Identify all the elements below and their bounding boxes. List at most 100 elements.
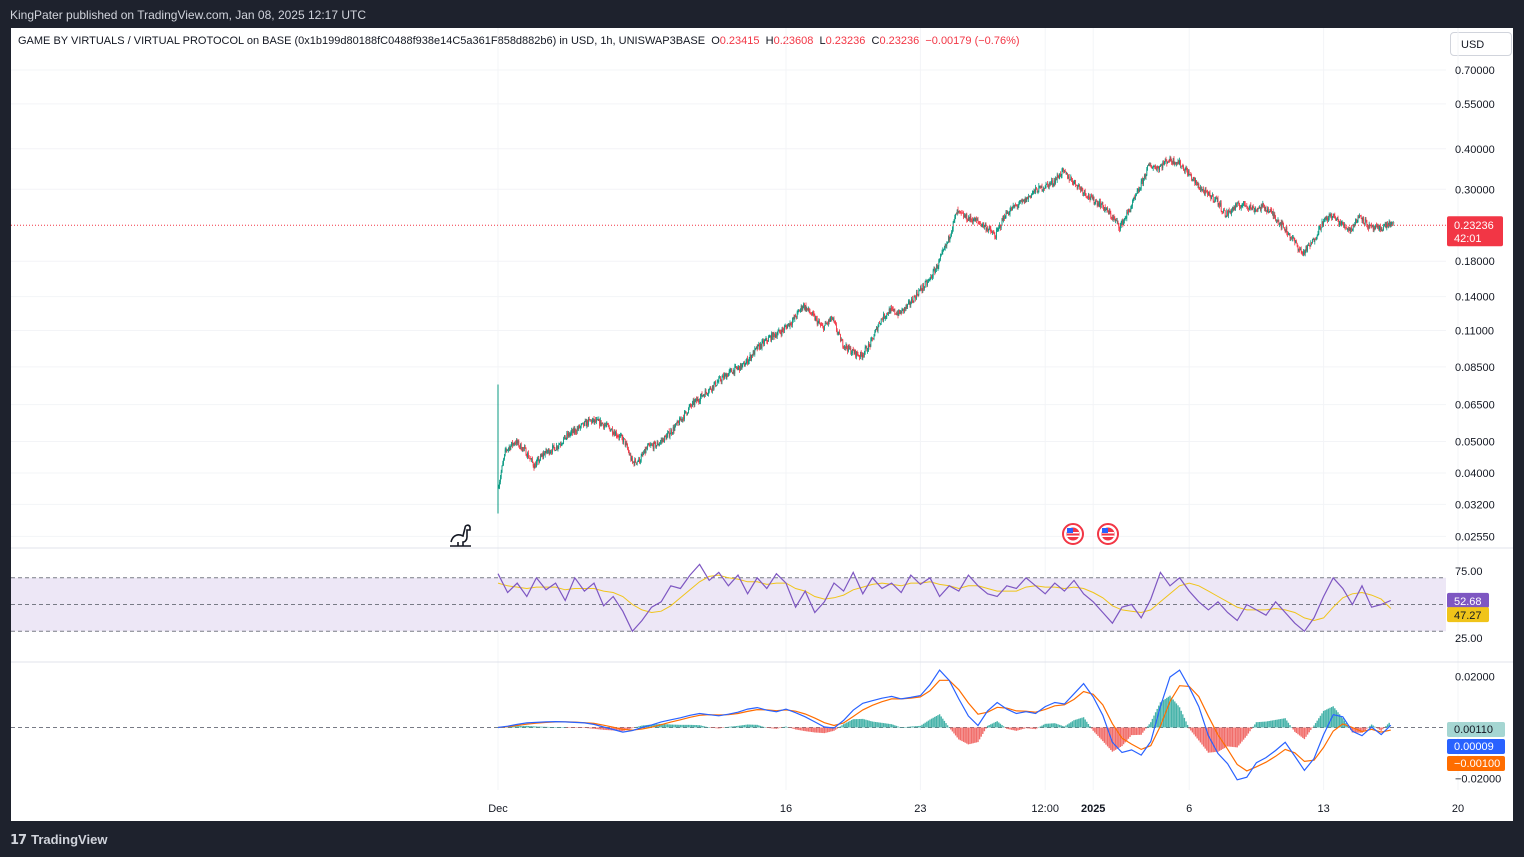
currency-button[interactable]: USD (1450, 32, 1512, 56)
event-markers (450, 523, 1119, 547)
candle-body (747, 358, 748, 364)
macd-histogram-bar (870, 721, 872, 728)
candle-body (1376, 225, 1377, 227)
candle-body (1240, 207, 1241, 209)
candle-body (605, 425, 607, 426)
macd-histogram-bar (1012, 727, 1014, 731)
candle-body (666, 435, 668, 440)
macd-histogram-bar (868, 720, 870, 728)
macd-histogram-bar (753, 724, 755, 728)
candle-body (512, 443, 514, 446)
candle-body (559, 444, 560, 445)
macd-histogram-bar (562, 727, 565, 728)
candle-body (1208, 191, 1210, 194)
macd-histogram-bar (1226, 727, 1229, 747)
candle-body (616, 436, 618, 437)
candle-body (698, 400, 700, 402)
macd-histogram-bar (934, 716, 936, 728)
tradingview-logo[interactable]: 17 TradingView (10, 832, 107, 848)
candle-body (1292, 237, 1294, 239)
macd-histogram-bar (634, 727, 637, 728)
macd-histogram-bar (586, 727, 589, 729)
macd-pane[interactable] (11, 669, 1446, 781)
macd-histogram-bar (849, 720, 851, 728)
macd-histogram-bar (1150, 722, 1152, 728)
price-axis-tick: 0.14000 (1455, 292, 1495, 304)
macd-histogram-bar (804, 727, 806, 732)
candle-body (991, 231, 992, 233)
macd-histogram-bar (940, 716, 942, 728)
macd-histogram-bar (695, 725, 698, 728)
macd-histogram-bar (823, 727, 826, 734)
candle-body (793, 317, 795, 319)
macd-histogram-bar (796, 727, 798, 730)
macd-histogram-bar (1004, 727, 1006, 728)
candle-body (764, 340, 766, 341)
candle-body (1133, 196, 1135, 201)
macd-histogram-bar (1124, 727, 1126, 743)
macd-histogram-bar (1239, 727, 1242, 744)
candle-body (1113, 217, 1115, 218)
candle-body (512, 442, 513, 446)
macd-histogram-bar (882, 723, 885, 728)
candle-body (751, 355, 752, 360)
macd-histogram-bar (681, 724, 683, 728)
macd-histogram-bar (1246, 727, 1248, 736)
candle-body (580, 424, 582, 427)
candle-body (606, 423, 608, 426)
macd-histogram-bar (743, 724, 746, 728)
macd-histogram-bar (1212, 727, 1214, 753)
rsi-ma-value: 47.27 (1454, 610, 1482, 622)
macd-histogram-bar (1222, 727, 1224, 750)
chart-svg[interactable]: 0.700000.550000.400000.300000.180000.140… (11, 28, 1513, 821)
candle-body (517, 440, 519, 444)
time-axis-tick: 12:00 (1031, 803, 1059, 815)
macd-histogram-bar (978, 727, 981, 740)
macd-histogram-bar (775, 727, 778, 729)
candle-body (1304, 250, 1306, 255)
candle-body (1189, 174, 1191, 176)
candle-body (1213, 200, 1215, 202)
candle-body (1204, 189, 1206, 195)
candle-body (655, 442, 656, 448)
last-price-value: 0.23236 (1454, 220, 1494, 232)
macd-histogram-bar (1196, 727, 1198, 739)
candle-body (1200, 187, 1202, 191)
macd-histogram-bar (1268, 720, 1270, 728)
candle-body (697, 398, 699, 401)
candle-body (1289, 233, 1291, 239)
candle-body (1147, 166, 1148, 169)
candle-body (650, 444, 652, 446)
candle-body (632, 457, 633, 463)
macd-histogram-bar (606, 727, 608, 731)
macd-histogram-bar (1191, 727, 1194, 733)
candle-body (636, 461, 638, 464)
macd-histogram-bar (1340, 716, 1342, 728)
candle-body (832, 318, 833, 320)
candle-body (1356, 222, 1358, 224)
candle-body (1358, 216, 1360, 218)
candle-body (625, 442, 627, 446)
macd-histogram-bar (993, 722, 995, 728)
candle-body (1122, 220, 1124, 225)
candle-body (925, 281, 927, 283)
candle-body (1191, 175, 1192, 180)
price-pane[interactable] (11, 155, 1446, 514)
macd-histogram-bar (767, 727, 770, 728)
candle-body (1159, 166, 1160, 171)
chart-panel[interactable]: GAME BY VIRTUALS / VIRTUAL PROTOCOL on B… (11, 28, 1513, 821)
candle-body (1210, 196, 1212, 200)
candle-body (1305, 246, 1307, 251)
candle-body (723, 375, 724, 379)
candle-body (941, 251, 943, 255)
candle-body (1077, 185, 1079, 189)
candle-body (847, 347, 848, 352)
macd-histogram-bar (1262, 721, 1264, 728)
rsi-pane[interactable] (11, 563, 1446, 633)
macd-histogram-bar (582, 727, 584, 728)
rsi-ma-line (497, 574, 1392, 622)
candle-body (572, 428, 574, 433)
candle-body (818, 321, 820, 323)
candle-body (946, 242, 948, 246)
candle-body (726, 374, 728, 379)
